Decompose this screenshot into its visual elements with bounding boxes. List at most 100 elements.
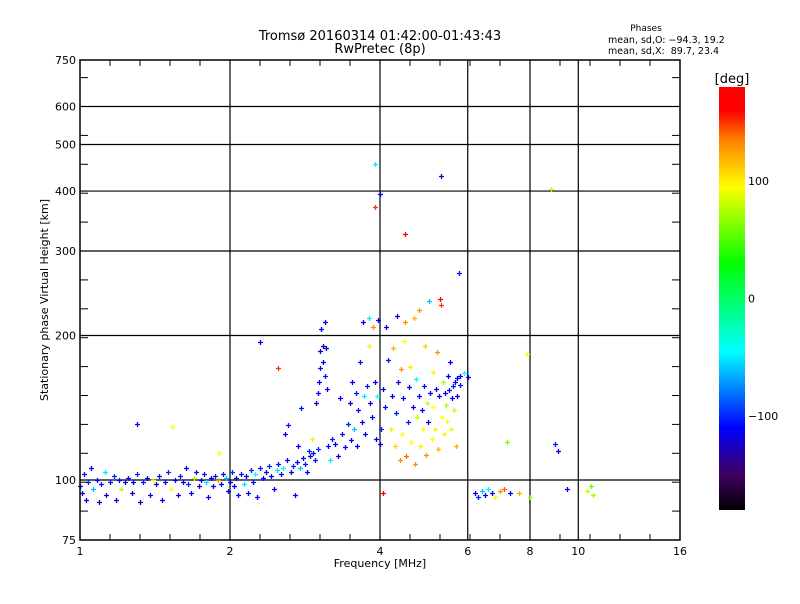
data-point <box>261 476 266 481</box>
data-point <box>318 366 323 371</box>
data-point <box>442 432 447 437</box>
data-point <box>428 391 433 396</box>
data-point <box>251 480 256 485</box>
x-tick-label: 6 <box>464 545 471 558</box>
data-point <box>135 422 140 427</box>
data-point <box>396 380 401 385</box>
x-tick-label: 1 <box>77 545 84 558</box>
data-point <box>97 500 102 505</box>
data-point <box>181 480 186 485</box>
data-point <box>178 474 183 479</box>
data-point <box>258 466 263 471</box>
data-point <box>279 472 284 477</box>
data-point <box>411 405 416 410</box>
y-tick-label: 500 <box>55 139 76 152</box>
data-point <box>202 472 207 477</box>
data-point <box>427 299 432 304</box>
data-point <box>591 493 596 498</box>
data-point <box>431 370 436 375</box>
data-point <box>412 316 417 321</box>
data-point <box>350 380 355 385</box>
data-point <box>321 344 326 349</box>
data-point <box>403 232 408 237</box>
data-point <box>441 380 446 385</box>
data-point <box>239 472 244 477</box>
data-point <box>249 468 254 473</box>
data-point <box>378 442 383 447</box>
data-point <box>549 187 554 192</box>
y-tick-label: 600 <box>55 101 76 114</box>
data-point <box>228 480 233 485</box>
data-point <box>449 427 454 432</box>
data-point <box>423 344 428 349</box>
data-point <box>314 401 319 406</box>
data-point <box>422 384 427 389</box>
data-point <box>138 500 143 505</box>
data-point <box>157 474 162 479</box>
data-point <box>458 374 463 379</box>
data-point <box>413 462 418 467</box>
axis-ticks <box>80 60 680 540</box>
data-point <box>395 314 400 319</box>
y-tick-label: 750 <box>55 54 76 67</box>
data-point <box>370 415 375 420</box>
data-point <box>363 432 368 437</box>
data-point <box>425 401 430 406</box>
data-point <box>319 327 324 332</box>
x-tick-label: 8 <box>527 545 534 558</box>
data-point <box>402 339 407 344</box>
data-point <box>435 350 440 355</box>
data-point <box>211 484 216 489</box>
data-point <box>267 464 272 469</box>
y-tick-label: 300 <box>55 245 76 258</box>
x-tick-label: 2 <box>227 545 234 558</box>
data-point <box>445 419 450 424</box>
data-point <box>82 472 87 477</box>
chart-title: Tromsø 20160314 01:42:00-01:43:43 <box>258 29 501 44</box>
data-point <box>454 444 459 449</box>
data-point <box>453 380 458 385</box>
data-point <box>80 491 85 496</box>
colorbar-label: [deg] <box>715 72 750 87</box>
data-point <box>490 491 495 496</box>
x-tick-label: 4 <box>377 545 384 558</box>
data-point <box>255 495 260 500</box>
data-point <box>117 478 122 483</box>
x-tick-labels: 1 2 4 6 8 10 16 <box>77 545 688 558</box>
data-point <box>242 482 247 487</box>
data-point <box>403 320 408 325</box>
data-point <box>409 440 414 445</box>
data-point <box>166 470 171 475</box>
data-point <box>186 482 191 487</box>
data-point <box>528 495 533 500</box>
data-point <box>343 445 348 450</box>
data-point <box>458 383 463 388</box>
data-point <box>114 498 119 503</box>
data-point <box>244 474 249 479</box>
data-point <box>498 489 503 494</box>
data-point <box>204 480 209 485</box>
data-point <box>336 454 341 459</box>
data-point <box>565 487 570 492</box>
data-point <box>371 325 376 330</box>
data-point <box>483 493 488 498</box>
data-point <box>379 427 384 432</box>
data-point <box>307 449 312 454</box>
data-point <box>283 432 288 437</box>
data-point <box>89 466 94 471</box>
data-point <box>414 377 419 382</box>
data-point <box>407 385 412 390</box>
data-point <box>272 487 277 492</box>
y-tick-label: 100 <box>55 474 76 487</box>
data-point <box>103 470 108 475</box>
data-point <box>439 174 444 179</box>
data-point <box>246 491 251 496</box>
data-point <box>313 458 318 463</box>
y-tick-label: 200 <box>55 330 76 343</box>
data-point <box>197 484 202 489</box>
data-point <box>493 495 498 500</box>
data-point <box>348 401 353 406</box>
data-point <box>321 360 326 365</box>
stats-o-mode: mean, sd,O: −94.3, 19.2 <box>608 35 725 46</box>
